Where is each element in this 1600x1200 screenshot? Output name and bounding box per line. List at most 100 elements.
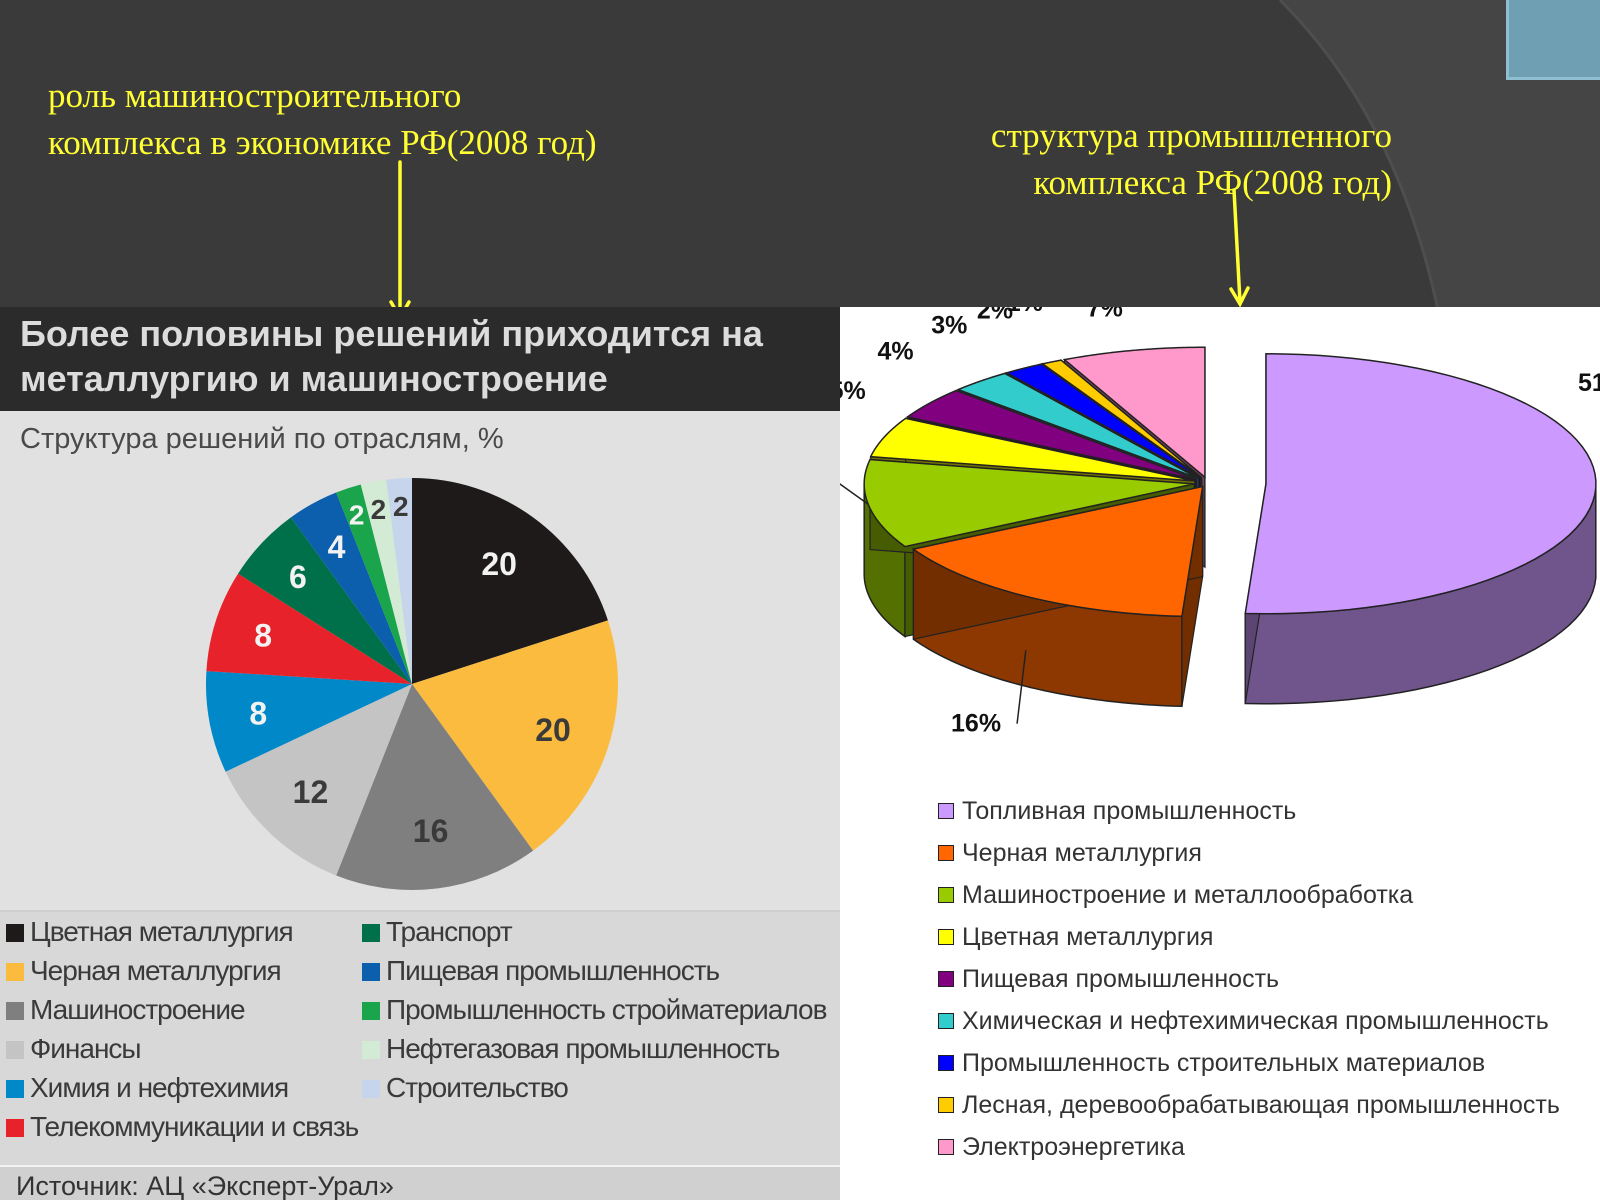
- legend-swatch: [938, 929, 954, 945]
- right-legend-item: Топливная промышленность: [938, 797, 1296, 826]
- left-chart-title: Более половины решений приходится на мет…: [20, 313, 763, 399]
- right-pie-value-label: 2%: [977, 307, 1013, 325]
- left-pie-slice-11: [386, 478, 412, 684]
- legend-label: Промышленность строительных материалов: [962, 1049, 1486, 1077]
- right-pie-value-label: 16%: [951, 710, 1001, 738]
- legend-swatch: [6, 963, 24, 981]
- corner-decoration: [1506, 0, 1600, 80]
- left-legend-item: Телекоммуникации и связь: [6, 1111, 359, 1143]
- left-legend-item: Цветная металлургия: [6, 916, 294, 948]
- legend-swatch: [938, 1055, 954, 1071]
- legend-swatch: [938, 971, 954, 987]
- leader-line: [1016, 650, 1027, 724]
- left-pie-slice-10: [360, 479, 412, 684]
- legend-label: Строительство: [386, 1072, 569, 1103]
- right-chart-panel: 51%16%11%5%4%3%2%1%7% Топливная промышле…: [840, 307, 1600, 1200]
- left-pie-slice-7: [238, 517, 412, 684]
- left-pie-value-label: 2: [393, 491, 409, 522]
- left-pie-slice-5: [205, 671, 412, 772]
- right-pie-chart: 51%16%11%5%4%3%2%1%7%: [840, 307, 1600, 738]
- caption-right: структура промышленного комплекса РФ(200…: [990, 116, 1392, 202]
- left-pie-value-label: 20: [481, 546, 517, 582]
- left-pie-value-label: 2: [371, 494, 387, 525]
- legend-label: Химическая и нефтехимическая промышленно…: [962, 1007, 1549, 1035]
- left-source-band: Источник: АЦ «Эксперт-Урал»: [0, 1165, 840, 1200]
- left-legend-item: Строительство: [362, 1072, 569, 1104]
- left-legend-item: Промышленность стройматериалов: [362, 994, 827, 1026]
- left-legend-item: Черная металлургия: [6, 955, 282, 987]
- left-pie-slice-8: [290, 492, 412, 684]
- left-legend-item: Финансы: [6, 1033, 142, 1065]
- left-pie-slice-3: [336, 684, 534, 890]
- right-pie-value-label: 51%: [1578, 369, 1600, 397]
- legend-label: Черная металлургия: [962, 839, 1202, 867]
- legend-label: Цветная металлургия: [30, 916, 294, 947]
- legend-swatch: [938, 845, 954, 861]
- left-pie-value-label: 8: [249, 695, 267, 731]
- right-legend-item: Черная металлургия: [938, 839, 1202, 868]
- left-legend-item: Машиностроение: [6, 994, 246, 1026]
- legend-label: Топливная промышленность: [962, 797, 1297, 825]
- legend-label: Транспорт: [386, 916, 513, 947]
- left-pie-value-label: 8: [254, 618, 272, 654]
- left-legend-item: Нефтегазовая промышленность: [362, 1033, 780, 1065]
- right-pie-value-label: 3%: [931, 312, 967, 340]
- right-pie-value-label: 5%: [840, 377, 866, 405]
- right-pie-value-label: 4%: [878, 337, 914, 365]
- legend-swatch: [362, 924, 380, 942]
- left-pie-value-label: 2: [349, 500, 365, 531]
- legend-label: Пищевая промышленность: [962, 965, 1280, 993]
- legend-label: Электроэнергетика: [962, 1133, 1185, 1161]
- legend-swatch: [938, 1013, 954, 1029]
- left-pie-slice-9: [336, 484, 412, 684]
- legend-label: Химия и нефтехимия: [30, 1072, 289, 1103]
- legend-swatch: [6, 1080, 24, 1098]
- left-pie-slice-6: [206, 573, 412, 684]
- left-pie-slice-1: [412, 478, 608, 684]
- legend-swatch: [362, 1041, 380, 1059]
- legend-swatch: [938, 1139, 954, 1155]
- right-pie-slice-9-top: [1062, 346, 1206, 479]
- left-legend-item: Транспорт: [362, 916, 513, 948]
- left-pie-value-label: 6: [289, 559, 307, 595]
- right-pie-slice-4-top: [869, 417, 1195, 482]
- left-pie-value-label: 12: [293, 774, 329, 810]
- legend-label: Черная металлургия: [30, 955, 282, 986]
- left-chart-subtitle: Структура решений по отраслям, %: [20, 423, 504, 455]
- right-pie-value-label: 1%: [1007, 307, 1043, 317]
- left-pie-slice-2: [412, 620, 618, 851]
- right-pie-slice-5-top: [905, 389, 1197, 481]
- left-legend: Цветная металлургия Черная металлургия Маш…: [0, 910, 840, 1167]
- legend-swatch: [362, 963, 380, 981]
- right-pie-slice-1-top: [1244, 353, 1597, 615]
- caption-left: роль машиностроительного комплекса в эко…: [48, 76, 597, 162]
- legend-swatch: [362, 1002, 380, 1020]
- legend-label: Пищевая промышленность: [386, 955, 720, 986]
- legend-swatch: [938, 803, 954, 819]
- right-legend-item: Цветная металлургия: [938, 923, 1213, 952]
- right-pie-slice-8-top: [1040, 359, 1203, 479]
- right-legend-item: Электроэнергетика: [938, 1133, 1185, 1162]
- left-pie-value-label: 16: [413, 813, 449, 849]
- right-legend-item: Пищевая промышленность: [938, 965, 1279, 994]
- right-legend-item: Лесная, деревообрабатывающая промышленно…: [938, 1091, 1560, 1120]
- legend-swatch: [6, 924, 24, 942]
- right-pie-slice-7-top: [1004, 363, 1201, 479]
- left-chart-header: Более половины решений приходится на мет…: [0, 307, 840, 411]
- right-legend-item: Химическая и нефтехимическая промышленно…: [938, 1007, 1549, 1036]
- left-chart-panel: Более половины решений приходится на мет…: [0, 307, 840, 1200]
- legend-swatch: [938, 1097, 954, 1113]
- legend-label: Нефтегазовая промышленность: [386, 1033, 780, 1064]
- legend-label: Промышленность стройматериалов: [386, 994, 827, 1025]
- left-legend-item: Химия и нефтехимия: [6, 1072, 289, 1104]
- right-pie-3d: [863, 346, 1597, 708]
- legend-label: Машиностроение: [30, 994, 246, 1025]
- legend-label: Телекоммуникации и связь: [30, 1111, 359, 1142]
- leader-line: [840, 483, 869, 505]
- right-pie-value-label: 7%: [1087, 307, 1123, 323]
- right-pie-labels: 51%16%11%5%4%3%2%1%7%: [840, 307, 1600, 738]
- legend-label: Цветная металлургия: [962, 923, 1214, 951]
- legend-swatch: [6, 1002, 24, 1020]
- legend-label: Финансы: [30, 1033, 142, 1064]
